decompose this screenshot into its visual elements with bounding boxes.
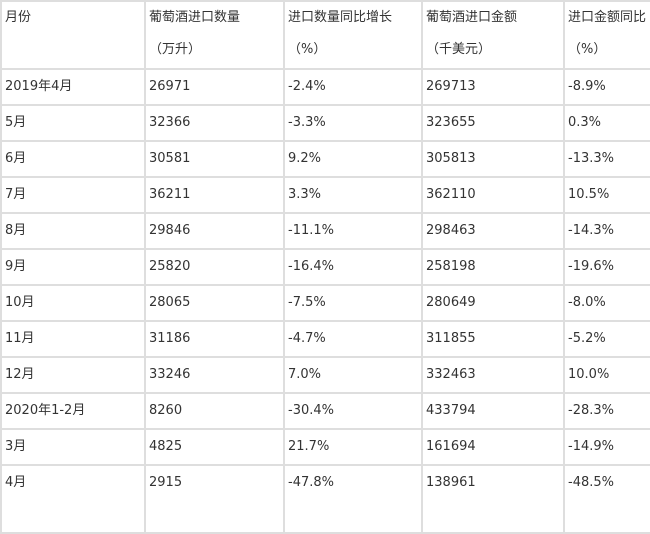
- cell-month: 11月: [0, 320, 146, 358]
- cell-volume-yoy: -16.4%: [283, 248, 423, 286]
- cell-import-value: 298463: [421, 212, 565, 250]
- header-import-value: 葡萄酒进口金额 （千美元）: [421, 0, 565, 70]
- cell-month: 9月: [0, 248, 146, 286]
- cell-value-yoy: -14.9%: [563, 428, 650, 466]
- cell-volume-yoy: -47.8%: [283, 464, 423, 534]
- cell-import-volume: 8260: [144, 392, 285, 430]
- cell-value-yoy: -14.3%: [563, 212, 650, 250]
- cell-value-yoy: -28.3%: [563, 392, 650, 430]
- header-label: 葡萄酒进口数量: [149, 10, 241, 25]
- table-row: 5月 32366 -3.3% 323655 0.3%: [0, 104, 650, 142]
- cell-import-value: 332463: [421, 356, 565, 394]
- cell-import-value: 362110: [421, 176, 565, 214]
- cell-import-volume: 28065: [144, 284, 285, 322]
- cell-volume-yoy: 7.0%: [283, 356, 423, 394]
- cell-month: 2019年4月: [0, 68, 146, 106]
- cell-volume-yoy: -4.7%: [283, 320, 423, 358]
- cell-value-yoy: 0.3%: [563, 104, 650, 142]
- table-row: 9月 25820 -16.4% 258198 -19.6%: [0, 248, 650, 286]
- table-row: 8月 29846 -11.1% 298463 -14.3%: [0, 212, 650, 250]
- cell-volume-yoy: 21.7%: [283, 428, 423, 466]
- cell-import-volume: 33246: [144, 356, 285, 394]
- header-label: 进口金额同比: [568, 10, 647, 25]
- table-row: 6月 30581 9.2% 305813 -13.3%: [0, 140, 650, 178]
- cell-volume-yoy: -30.4%: [283, 392, 423, 430]
- cell-value-yoy: 10.5%: [563, 176, 650, 214]
- header-label: 葡萄酒进口金额: [426, 10, 518, 25]
- header-import-volume: 葡萄酒进口数量 （万升）: [144, 0, 285, 70]
- cell-import-volume: 29846: [144, 212, 285, 250]
- header-unit: （万升）: [149, 42, 202, 57]
- cell-import-volume: 4825: [144, 428, 285, 466]
- header-label: 进口数量同比增长: [288, 10, 393, 25]
- cell-month: 4月: [0, 464, 146, 534]
- table-row: 4月 2915 -47.8% 138961 -48.5%: [0, 464, 650, 534]
- cell-volume-yoy: 3.3%: [283, 176, 423, 214]
- header-unit: （%）: [568, 42, 607, 57]
- table-row: 7月 36211 3.3% 362110 10.5%: [0, 176, 650, 214]
- cell-import-value: 433794: [421, 392, 565, 430]
- header-unit: （%）: [288, 42, 327, 57]
- cell-month: 10月: [0, 284, 146, 322]
- cell-value-yoy: -8.9%: [563, 68, 650, 106]
- header-unit: （千美元）: [426, 42, 492, 57]
- table-row: 2019年4月 26971 -2.4% 269713 -8.9%: [0, 68, 650, 106]
- cell-import-value: 258198: [421, 248, 565, 286]
- cell-import-value: 305813: [421, 140, 565, 178]
- cell-import-value: 323655: [421, 104, 565, 142]
- cell-import-volume: 2915: [144, 464, 285, 534]
- cell-month: 8月: [0, 212, 146, 250]
- cell-import-value: 280649: [421, 284, 565, 322]
- table-row: 2020年1-2月 8260 -30.4% 433794 -28.3%: [0, 392, 650, 430]
- cell-value-yoy: -5.2%: [563, 320, 650, 358]
- cell-month: 5月: [0, 104, 146, 142]
- cell-value-yoy: 10.0%: [563, 356, 650, 394]
- cell-import-volume: 32366: [144, 104, 285, 142]
- header-row: 月份 葡萄酒进口数量 （万升） 进口数量同比增长 （%） 葡萄酒进口金额 （千美元） …: [0, 0, 650, 70]
- cell-month: 3月: [0, 428, 146, 466]
- cell-import-value: 269713: [421, 68, 565, 106]
- header-unit: [5, 34, 144, 66]
- cell-month: 12月: [0, 356, 146, 394]
- cell-import-volume: 30581: [144, 140, 285, 178]
- table-row: 12月 33246 7.0% 332463 10.0%: [0, 356, 650, 394]
- cell-import-volume: 31186: [144, 320, 285, 358]
- cell-import-volume: 25820: [144, 248, 285, 286]
- cell-volume-yoy: 9.2%: [283, 140, 423, 178]
- header-value-yoy: 进口金额同比 （%）: [563, 0, 650, 70]
- cell-value-yoy: -19.6%: [563, 248, 650, 286]
- cell-import-volume: 36211: [144, 176, 285, 214]
- table-row: 3月 4825 21.7% 161694 -14.9%: [0, 428, 650, 466]
- cell-month: 2020年1-2月: [0, 392, 146, 430]
- cell-import-value: 161694: [421, 428, 565, 466]
- cell-value-yoy: -8.0%: [563, 284, 650, 322]
- table-row: 11月 31186 -4.7% 311855 -5.2%: [0, 320, 650, 358]
- cell-volume-yoy: -2.4%: [283, 68, 423, 106]
- header-month: 月份: [0, 0, 146, 70]
- cell-month: 6月: [0, 140, 146, 178]
- cell-import-value: 311855: [421, 320, 565, 358]
- header-volume-yoy: 进口数量同比增长 （%）: [283, 0, 423, 70]
- cell-import-value: 138961: [421, 464, 565, 534]
- table-row: 10月 28065 -7.5% 280649 -8.0%: [0, 284, 650, 322]
- cell-value-yoy: -13.3%: [563, 140, 650, 178]
- header-label: 月份: [5, 10, 32, 25]
- cell-volume-yoy: -11.1%: [283, 212, 423, 250]
- cell-import-volume: 26971: [144, 68, 285, 106]
- cell-volume-yoy: -3.3%: [283, 104, 423, 142]
- cell-value-yoy: -48.5%: [563, 464, 650, 534]
- cell-volume-yoy: -7.5%: [283, 284, 423, 322]
- cell-month: 7月: [0, 176, 146, 214]
